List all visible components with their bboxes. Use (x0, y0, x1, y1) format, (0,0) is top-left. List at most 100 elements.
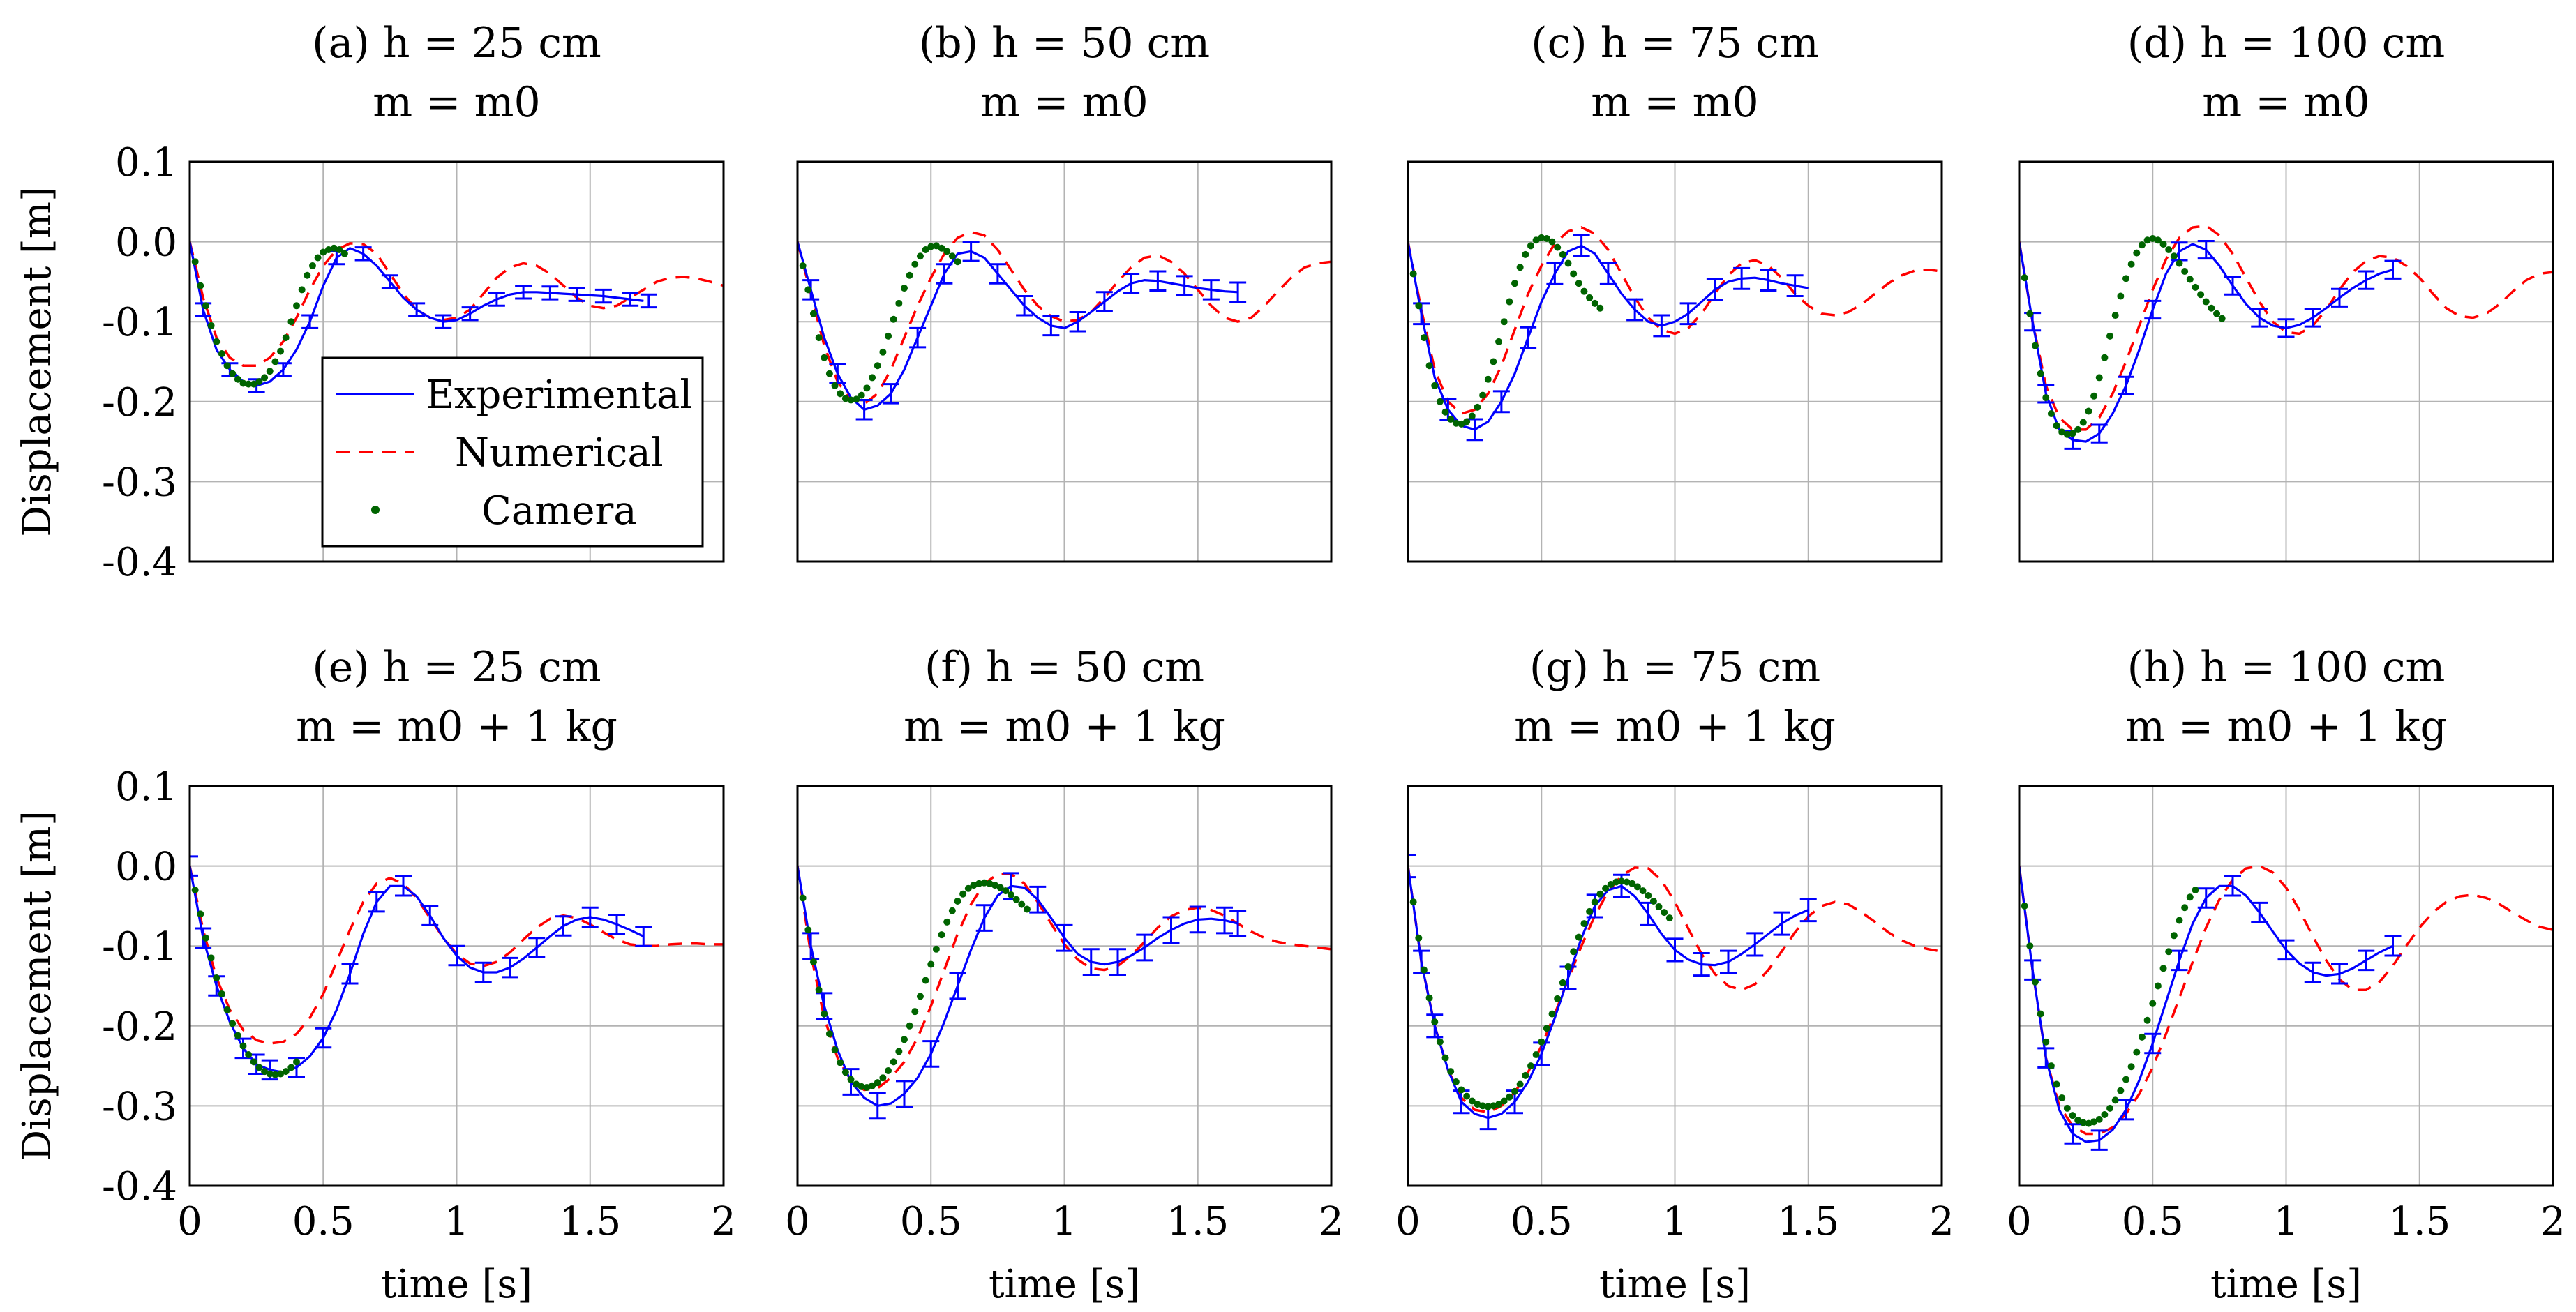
camera-point (266, 1070, 274, 1078)
x-tick-label: 0 (785, 1199, 810, 1244)
camera-point (1575, 280, 1582, 287)
camera-point (804, 286, 812, 294)
camera-point (2090, 1118, 2098, 1126)
camera-point (2138, 1033, 2146, 1041)
y-tick-label: -0.2 (102, 1004, 177, 1050)
camera-point (1522, 1071, 1529, 1079)
camera-point (2085, 407, 2092, 415)
camera-point (906, 1022, 913, 1030)
camera-point (1570, 948, 1578, 956)
camera-point (1645, 892, 1652, 900)
camera-point (1586, 294, 1594, 301)
plot-frame (2018, 160, 2554, 563)
camera-point (948, 252, 956, 260)
camera-point (2154, 982, 2162, 990)
camera-point (1559, 250, 1566, 258)
camera-point (1655, 903, 1663, 911)
camera-point (1468, 1097, 1476, 1105)
camera-point (1538, 234, 1545, 241)
camera-point (1452, 419, 1460, 427)
x-tick-label: 2 (2540, 1199, 2566, 1244)
camera-point (2143, 236, 2151, 244)
camera-point (2021, 902, 2028, 910)
y-tick-label: -0.1 (102, 300, 177, 345)
x-tick-label: 0 (1395, 1199, 1421, 1244)
panel-a: (a) h = 25 cm m = m0 0.1 0.0 -0.1 -0.2 -0.3 -0.… (15, 19, 725, 585)
x-tick-label: 0.5 (292, 1199, 354, 1244)
camera-point (2063, 1104, 2071, 1112)
camera-point (1633, 883, 1641, 891)
camera-point (218, 350, 225, 358)
panel-e: (e) h = 25 cm m = m0 + 1 kg 0.1 0.0 -0.1 -0.2… (15, 643, 736, 1307)
x-tick-label: 1.5 (559, 1199, 621, 1244)
camera-point (874, 362, 881, 370)
camera-point (1596, 890, 1604, 898)
camera-point (885, 332, 892, 340)
camera-point (911, 260, 919, 268)
camera-point (863, 1084, 871, 1092)
camera-point (847, 396, 855, 404)
camera-point (282, 1068, 290, 1076)
camera-point (895, 1048, 903, 1055)
camera-point (1612, 878, 1620, 886)
legend-numerical-label: Numerical (455, 430, 664, 476)
plot-frame (2018, 785, 2554, 1187)
camera-point (2101, 1111, 2109, 1119)
camera-point (837, 1059, 844, 1066)
camera-point (938, 931, 945, 939)
camera-point (991, 882, 999, 889)
camera-point (304, 271, 311, 279)
camera-point (2069, 1112, 2076, 1119)
camera-point (916, 252, 924, 260)
camera-point (308, 262, 316, 269)
camera-point (831, 1046, 839, 1054)
camera-point (1023, 905, 1031, 913)
camera-point (1420, 334, 1428, 342)
camera-point (2047, 409, 2055, 417)
numerical-line (1408, 226, 1942, 415)
camera-point (2090, 392, 2098, 400)
camera-point (901, 1036, 908, 1043)
camera-point (234, 1032, 241, 1039)
camera-point (1570, 270, 1578, 278)
x-tick-label: 1 (444, 1199, 470, 1244)
camera-point (2079, 1119, 2087, 1126)
camera-point (282, 334, 290, 342)
camera-point (1500, 1097, 1508, 1105)
x-tick-label: 1 (2274, 1199, 2299, 1244)
experimental-line (797, 866, 1238, 1108)
plot-frame (1407, 160, 1943, 563)
camera-point (2192, 886, 2199, 893)
panel-subtitle: m = m0 (1591, 78, 1758, 127)
experimental-line (797, 241, 1238, 412)
camera-point (234, 375, 241, 383)
x-tick-label: 1.5 (1777, 1199, 1839, 1244)
camera-point (2058, 1094, 2066, 1101)
camera-point (229, 1020, 237, 1027)
y-tick-label: 0.1 (115, 140, 177, 186)
camera-point (2095, 1115, 2103, 1123)
camera-point (799, 894, 807, 902)
camera-point (2079, 419, 2087, 426)
numerical-line (190, 866, 724, 1045)
camera-point (2031, 342, 2039, 349)
camera-point (869, 1082, 876, 1089)
camera-point (1527, 1062, 1534, 1070)
camera-point (202, 934, 209, 942)
camera-point (2186, 276, 2194, 283)
camera-point (1575, 933, 1582, 941)
plot-frame (796, 785, 1333, 1187)
camera-point (1506, 298, 1513, 306)
camera-point (959, 890, 967, 898)
camera-point (1516, 264, 1524, 271)
y-axis-label: Displacement [m] (15, 810, 60, 1161)
camera-point (890, 315, 897, 323)
x-tick-label: 2 (1929, 1199, 1954, 1244)
numerical-line (797, 230, 1331, 406)
y-tick-label: 0.0 (115, 845, 177, 890)
panel-c: (c) h = 75 cm m = m0 (1407, 19, 1943, 563)
camera-point (821, 354, 828, 361)
camera-point (1447, 1068, 1455, 1076)
camera-point (1602, 884, 1610, 892)
x-tick-label: 0.5 (900, 1199, 962, 1244)
